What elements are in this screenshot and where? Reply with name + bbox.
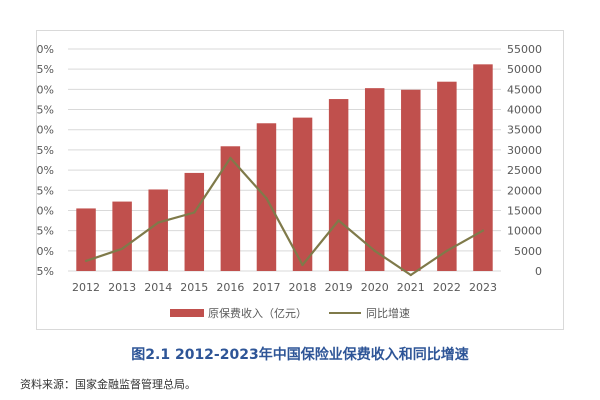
bar-series <box>76 64 493 272</box>
x-axis-tick-label: 2013 <box>108 281 136 294</box>
legend-bar-label: 原保费收入（亿元） <box>208 306 307 320</box>
legend-bar-swatch <box>170 309 204 317</box>
right-axis-tick-label: 40000 <box>507 104 542 117</box>
bar-2016 <box>220 146 241 271</box>
right-axis-tick-label: 20000 <box>507 184 542 197</box>
x-axis-tick-label: 2012 <box>72 281 100 294</box>
growth-point-2014 <box>157 221 160 224</box>
left-axis-ticks: 50% 45% 40% 35% 30% 25% 20% 15% 10% 5% 0% -5% <box>37 43 54 278</box>
grid-lines <box>68 48 501 272</box>
left-axis-tick-label: 50% <box>37 43 54 56</box>
right-axis-tick-label: 45000 <box>507 83 542 96</box>
growth-point-2019 <box>337 219 340 222</box>
right-axis-tick-label: 10000 <box>507 225 542 238</box>
x-axis-tick-label: 2014 <box>144 281 172 294</box>
growth-point-2017 <box>265 197 268 200</box>
bar-2023 <box>473 64 493 271</box>
right-axis-tick-label: 35000 <box>507 124 542 137</box>
x-axis-tick-label: 2016 <box>216 281 244 294</box>
right-axis-tick-label: 30000 <box>507 144 542 157</box>
growth-line <box>85 156 484 277</box>
x-axis-tick-label: 2022 <box>433 281 461 294</box>
right-axis-tick-label: 15000 <box>507 204 542 217</box>
growth-point-2018 <box>301 263 304 267</box>
right-axis-tick-label: 55000 <box>507 43 542 56</box>
x-axis-tick-label: 2019 <box>325 281 353 294</box>
growth-point-2015 <box>193 211 196 214</box>
bar-2018 <box>292 117 313 271</box>
growth-point-2023 <box>481 229 485 232</box>
right-axis-tick-label: 5000 <box>514 245 542 258</box>
growth-point-2020 <box>373 249 376 253</box>
left-axis-tick-label: 0% <box>37 245 54 258</box>
legend-line-label: 同比增速 <box>366 306 410 320</box>
right-axis-tick-label: 25000 <box>507 164 542 177</box>
left-axis-tick-label: 30% <box>37 124 54 137</box>
source-note: 资料来源：国家金融监督管理总局。 <box>20 378 196 391</box>
bar-2019 <box>328 99 349 272</box>
figure-caption: 图2.1 2012-2023年中国保险业保费收入和同比增速 <box>131 347 469 363</box>
left-axis-tick-label: 40% <box>37 83 54 96</box>
left-axis-tick-label: -5% <box>37 265 54 278</box>
x-axis-ticks: 2012 2013 2014 2015 2016 2017 2018 2019 2020 2021… <box>72 281 497 294</box>
growth-point-2021 <box>409 273 412 277</box>
x-axis-tick-label: 2023 <box>469 281 497 294</box>
bar-2021 <box>401 89 421 271</box>
left-axis-tick-label: 20% <box>37 164 54 177</box>
bar-2013 <box>112 201 132 271</box>
bar-2015 <box>184 172 205 271</box>
x-axis-tick-label: 2015 <box>180 281 208 294</box>
bar-2022 <box>437 81 457 271</box>
legend: 原保费收入（亿元） 同比增速 <box>170 306 410 320</box>
left-axis-tick-label: 25% <box>37 144 54 157</box>
left-axis-tick-label: 10% <box>37 204 54 217</box>
left-axis-tick-label: 45% <box>37 63 54 76</box>
bar-2020 <box>364 88 385 271</box>
chart-frame: 50% 45% 40% 35% 30% 25% 20% 15% 10% 5% 0% -5% 55000… <box>36 30 564 330</box>
x-axis-tick-label: 2021 <box>397 281 425 294</box>
bar-2012 <box>76 208 96 271</box>
bar-2014 <box>148 189 168 271</box>
growth-point-2016 <box>229 156 232 160</box>
left-axis-tick-label: 15% <box>37 184 54 197</box>
line-series <box>84 156 485 277</box>
growth-point-2022 <box>445 249 449 253</box>
x-axis-tick-label: 2020 <box>361 281 389 294</box>
x-axis-tick-label: 2017 <box>252 281 280 294</box>
growth-point-2012 <box>84 259 88 263</box>
growth-point-2013 <box>120 247 124 250</box>
left-axis-tick-label: 35% <box>37 104 54 117</box>
left-axis-tick-label: 5% <box>37 225 54 238</box>
chart-svg: 50% 45% 40% 35% 30% 25% 20% 15% 10% 5% 0% -5% 55000… <box>37 43 542 320</box>
right-axis-tick-label: 50000 <box>507 63 542 76</box>
right-axis-tick-label: 0 <box>535 265 542 278</box>
right-axis-ticks: 5500050000450004000035000300002500020000… <box>507 43 542 278</box>
x-axis-tick-label: 2018 <box>289 281 317 294</box>
